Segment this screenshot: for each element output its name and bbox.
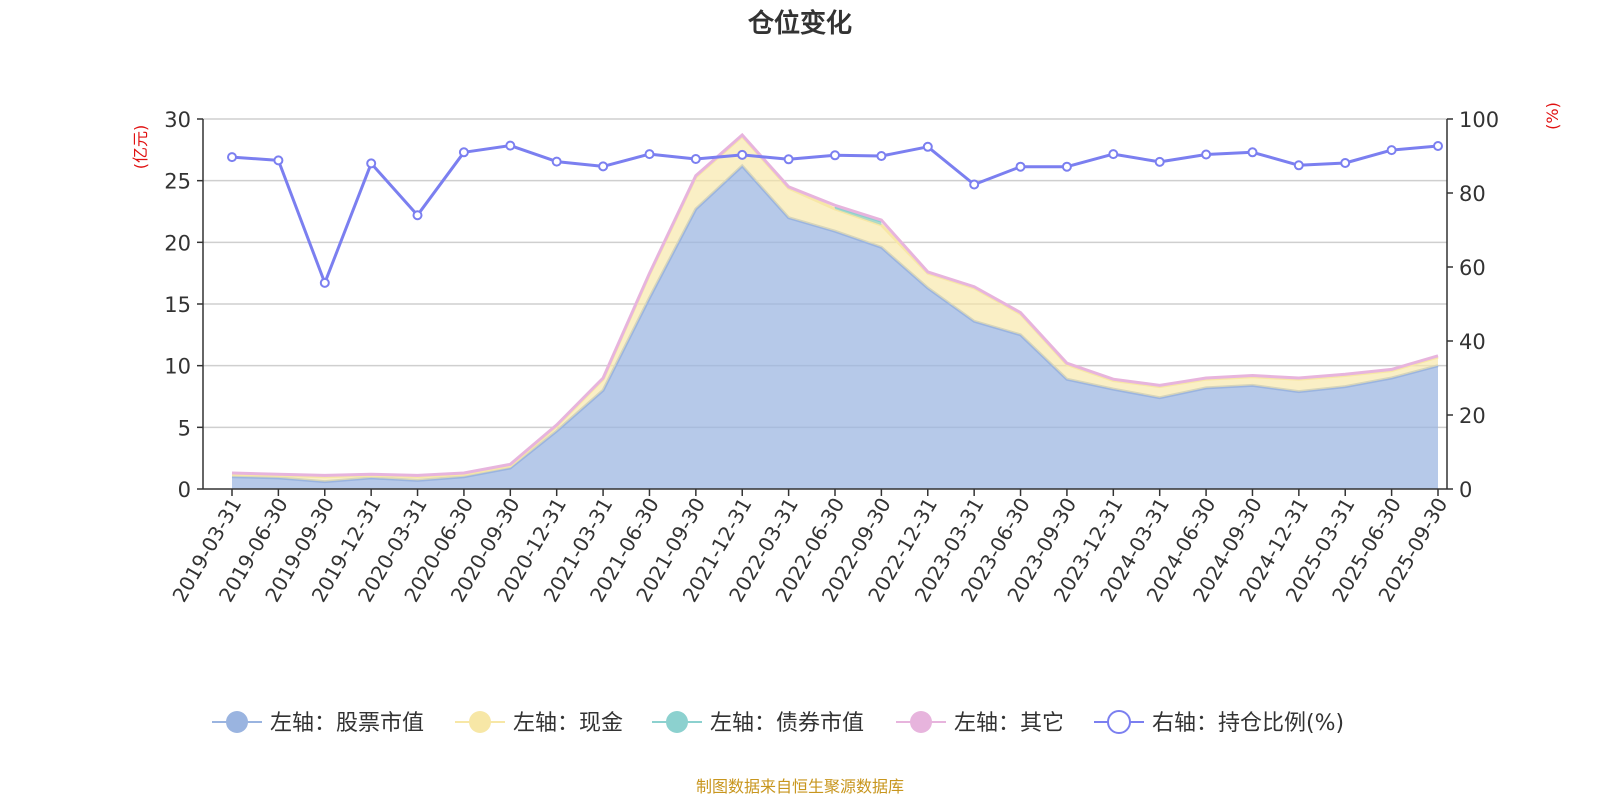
legend-other-marker bbox=[910, 711, 932, 733]
left-axis-tick-label: 30 bbox=[164, 108, 191, 132]
position-ratio-point bbox=[969, 179, 980, 190]
position-ratio-line-layer bbox=[227, 140, 1443, 288]
right-axis-unit-label: (%) bbox=[1543, 102, 1562, 130]
right-axis-tick-label: 0 bbox=[1459, 478, 1472, 502]
position-ratio-point bbox=[644, 149, 655, 160]
position-ratio-point bbox=[1154, 156, 1165, 167]
stacked-area-layer bbox=[231, 132, 1439, 489]
position-ratio-point bbox=[876, 151, 887, 161]
area-top-line bbox=[231, 132, 1439, 477]
left-axis-tick-label: 5 bbox=[178, 416, 191, 440]
position-ratio-point bbox=[1061, 161, 1072, 172]
legend-other-label: 左轴：其它 bbox=[954, 711, 1064, 736]
area-stock bbox=[232, 165, 1438, 489]
data-source-note: 制图数据来自恒生聚源数据库 bbox=[696, 777, 904, 796]
position-ratio-point bbox=[1108, 149, 1119, 160]
position-ratio-point bbox=[690, 154, 701, 164]
right-axis-tick-label: 20 bbox=[1459, 404, 1486, 428]
right-axis-tick-label: 80 bbox=[1459, 182, 1486, 206]
position-ratio-point bbox=[366, 158, 377, 169]
position-ratio-point bbox=[1015, 161, 1026, 172]
legend-stock-label: 左轴：股票市值 bbox=[270, 711, 424, 736]
position-ratio-point bbox=[551, 156, 562, 167]
left-axis-tick-label: 10 bbox=[164, 355, 191, 379]
position-ratio-point bbox=[922, 141, 933, 152]
legend-ratio-marker bbox=[1107, 710, 1131, 734]
legend-ratio-label: 右轴：持仓比例(%) bbox=[1152, 711, 1344, 736]
position-ratio-point bbox=[227, 152, 237, 163]
left-axis-tick-label: 20 bbox=[164, 231, 191, 255]
position-ratio-point bbox=[319, 277, 330, 288]
position-ratio-point bbox=[830, 150, 840, 161]
chart-title: 仓位变化 bbox=[747, 8, 852, 39]
right-axis-tick-label: 100 bbox=[1459, 108, 1499, 132]
position-ratio-point bbox=[458, 147, 469, 158]
left-axis-tick-label: 15 bbox=[164, 293, 191, 317]
legend-cash-label: 左轴：现金 bbox=[513, 711, 623, 736]
position-ratio-point bbox=[598, 161, 609, 172]
legend-bond-label: 左轴：债券市值 bbox=[710, 711, 864, 736]
position-ratio-point bbox=[1293, 160, 1304, 171]
position-ratio-point bbox=[412, 210, 423, 221]
position-ratio-point bbox=[1433, 141, 1443, 151]
right-axis-tick-label: 40 bbox=[1459, 330, 1486, 354]
position-ratio-point bbox=[1386, 145, 1397, 156]
position-ratio-point bbox=[783, 154, 794, 165]
left-axis-tick-label: 25 bbox=[164, 170, 191, 194]
legend-cash-marker bbox=[469, 711, 491, 733]
legend-stock-marker bbox=[226, 711, 248, 733]
position-ratio-point bbox=[737, 149, 748, 160]
position-ratio-point bbox=[505, 140, 516, 151]
position-ratio-point bbox=[1247, 147, 1258, 158]
left-axis-unit-label: (亿元) bbox=[131, 125, 150, 170]
position-ratio-point bbox=[1201, 149, 1212, 160]
position-ratio-point bbox=[1340, 158, 1351, 168]
legend-bond-marker bbox=[666, 711, 688, 733]
left-axis-tick-label: 0 bbox=[178, 478, 191, 502]
legend: 左轴：股票市值 左轴：现金 左轴：债券市值 左轴：其它 右轴：持仓比例(%) bbox=[212, 710, 1344, 736]
position-ratio-point bbox=[273, 155, 284, 166]
right-axis-tick-label: 60 bbox=[1459, 256, 1486, 280]
